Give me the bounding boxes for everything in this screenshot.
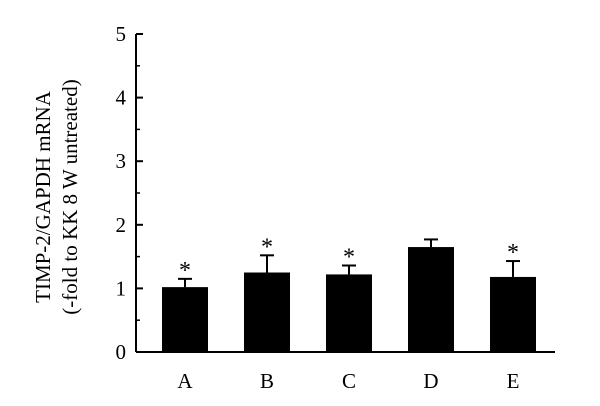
y-tick-label: 5 bbox=[116, 22, 127, 46]
bar-B bbox=[244, 272, 290, 352]
bar-E bbox=[490, 276, 536, 352]
y-tick-label: 3 bbox=[116, 149, 127, 173]
significance-mark-B: * bbox=[261, 234, 273, 260]
y-tick-label: 0 bbox=[116, 340, 127, 364]
y-axis-title-line1: TIMP-2/GAPDH mRNA bbox=[31, 90, 55, 303]
y-axis-title: TIMP-2/GAPDH mRNA (-fold to KK 8 W untre… bbox=[31, 79, 82, 314]
y-tick-label: 2 bbox=[116, 213, 127, 237]
significance-mark-C: * bbox=[343, 245, 355, 271]
y-tick-label: 1 bbox=[116, 276, 127, 300]
bar-A bbox=[162, 287, 208, 352]
x-tick-label-A: A bbox=[177, 369, 193, 393]
y-axis-title-line2: (-fold to KK 8 W untreated) bbox=[58, 79, 82, 314]
bar-D bbox=[408, 247, 454, 352]
bar-C bbox=[326, 274, 372, 352]
x-tick-label-D: D bbox=[423, 369, 438, 393]
x-tick-labels: A B C D E bbox=[177, 369, 519, 393]
significance-mark-A: * bbox=[179, 258, 191, 284]
bars: * * * * bbox=[162, 234, 536, 352]
x-tick-label-E: E bbox=[507, 369, 520, 393]
x-tick-label-C: C bbox=[342, 369, 356, 393]
significance-mark-E: * bbox=[507, 240, 519, 266]
x-tick-label-B: B bbox=[260, 369, 274, 393]
y-tick-label: 4 bbox=[116, 86, 127, 110]
